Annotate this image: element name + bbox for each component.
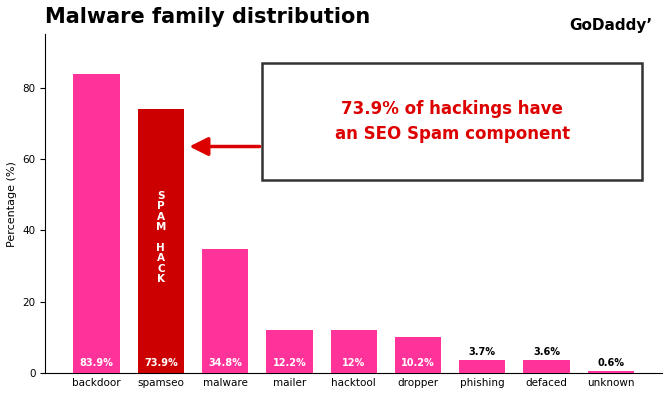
FancyBboxPatch shape: [262, 63, 642, 181]
Bar: [266, 330, 312, 373]
Text: Malware family distribution: Malware family distribution: [45, 7, 371, 27]
Text: S
P
A
M
 
H
A
C
K: S P A M H A C K: [156, 191, 166, 284]
Text: 83.9%: 83.9%: [80, 358, 114, 368]
Bar: [74, 74, 120, 373]
Text: 3.6%: 3.6%: [533, 348, 560, 357]
Bar: [588, 371, 634, 373]
Text: 34.8%: 34.8%: [208, 358, 242, 368]
Bar: [523, 360, 570, 373]
Text: 10.2%: 10.2%: [401, 358, 435, 368]
Text: 0.6%: 0.6%: [597, 358, 624, 368]
Bar: [202, 249, 248, 373]
Text: 12%: 12%: [342, 358, 365, 368]
Text: 3.7%: 3.7%: [469, 347, 496, 357]
Bar: [330, 330, 377, 373]
Text: 73.9%: 73.9%: [144, 358, 178, 368]
Text: 73.9% of hackings have
an SEO Spam component: 73.9% of hackings have an SEO Spam compo…: [334, 100, 569, 143]
Text: 12.2%: 12.2%: [272, 358, 306, 368]
Bar: [138, 109, 184, 373]
Bar: [459, 360, 506, 373]
Bar: [395, 337, 441, 373]
Text: GoDaddyʼ: GoDaddyʼ: [569, 18, 652, 33]
Y-axis label: Percentage (%): Percentage (%): [7, 161, 17, 246]
